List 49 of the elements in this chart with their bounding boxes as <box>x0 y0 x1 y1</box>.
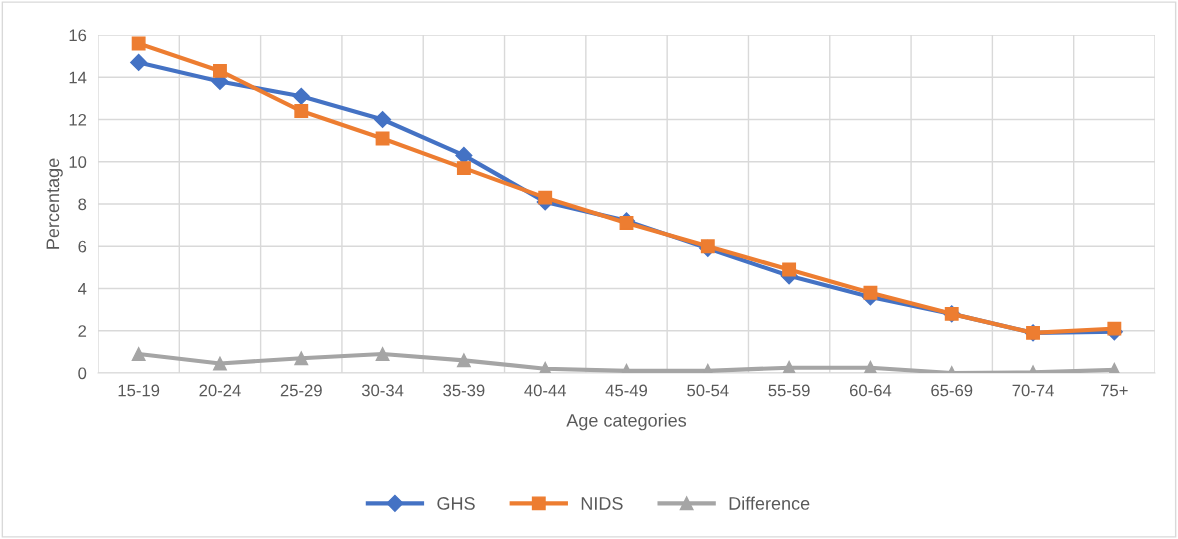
y-tick-label: 2 <box>78 325 87 337</box>
point <box>782 360 797 373</box>
point <box>455 146 473 164</box>
y-tick-label: 10 <box>69 156 87 168</box>
x-tick-label: 20-24 <box>199 384 241 397</box>
point <box>294 104 309 118</box>
x-tick-label: 30-34 <box>361 384 404 397</box>
x-tick-label: 60-64 <box>849 384 892 397</box>
y-tick-label: 6 <box>78 240 87 253</box>
point <box>131 36 146 51</box>
point <box>1107 321 1122 336</box>
point <box>294 351 309 366</box>
point <box>863 360 878 373</box>
point <box>456 161 471 176</box>
x-tick-label: 40-44 <box>524 384 567 397</box>
x-tick-label: 25-29 <box>280 384 322 397</box>
x-tick-label: 55-59 <box>768 384 810 397</box>
point <box>619 216 634 230</box>
y-tick-label: 16 <box>69 29 87 42</box>
point <box>538 190 553 205</box>
point <box>782 262 797 277</box>
x-tick-label: 35-39 <box>443 384 485 397</box>
point <box>375 131 390 146</box>
point <box>375 347 390 361</box>
y-axis-title: Percentage <box>46 158 63 249</box>
point <box>213 356 227 371</box>
point <box>456 353 471 368</box>
x-tick-label: 65-69 <box>931 384 973 397</box>
y-tick-label: 4 <box>78 283 87 295</box>
legend-label: Difference <box>729 496 810 510</box>
legend-label: NIDS <box>581 497 623 510</box>
point <box>374 110 392 129</box>
point <box>130 53 148 72</box>
x-axis-title: Age categories <box>566 413 687 431</box>
point <box>131 347 146 361</box>
x-tick-label: 50-54 <box>687 384 729 397</box>
y-tick-label: 14 <box>69 71 87 84</box>
y-tick-label: 0 <box>78 367 87 380</box>
y-tick-label: 8 <box>78 198 87 211</box>
legend-label: GHS <box>437 497 475 510</box>
x-tick-label: 70-74 <box>1012 384 1054 397</box>
x-tick-label: 75+ <box>1101 384 1128 397</box>
x-tick-label: 15-19 <box>118 384 160 397</box>
point <box>863 285 878 300</box>
point <box>292 87 310 105</box>
point <box>700 239 715 254</box>
point <box>213 63 227 78</box>
x-tick-label: 45-49 <box>605 384 648 397</box>
y-tick-label: 12 <box>69 113 87 126</box>
